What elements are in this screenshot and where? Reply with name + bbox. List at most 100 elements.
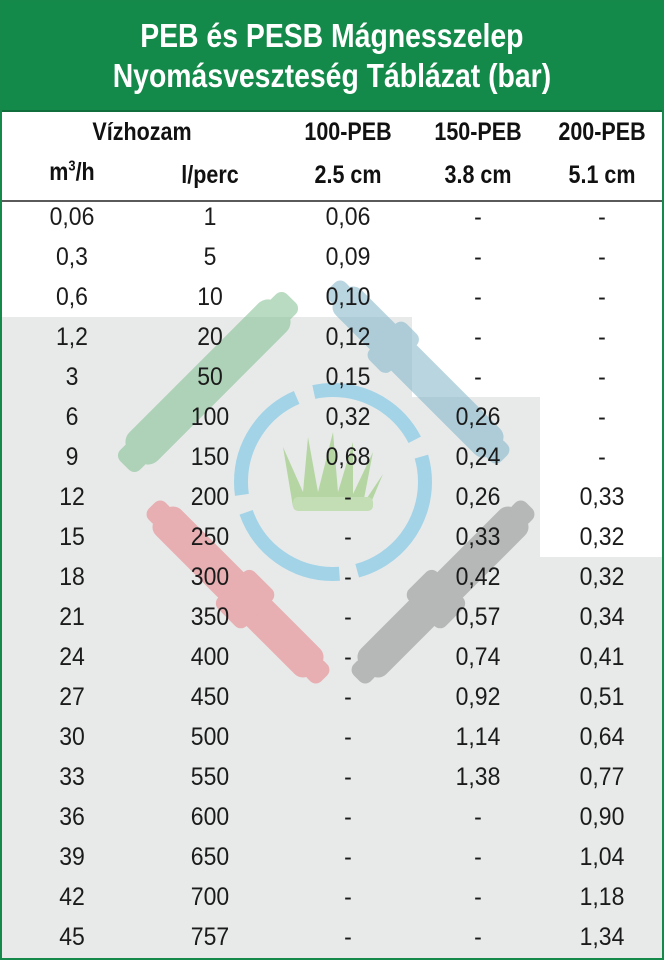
m3h-cell: 33: [59, 763, 85, 791]
peb100-cell: -: [344, 763, 352, 791]
header-divider: [2, 200, 662, 202]
lperc-cell: 300: [190, 563, 230, 591]
peb150-cell: 1,38: [455, 763, 501, 791]
m3h-cell: 1,2: [56, 323, 88, 351]
peb150-cell: 0,26: [455, 483, 501, 511]
grass-icon: [283, 432, 383, 511]
red-pipe-icon: [146, 500, 330, 684]
peb200-cell: 0,77: [579, 763, 625, 791]
m3h-cell: 0,3: [56, 243, 88, 271]
peb100-cell: -: [344, 923, 352, 951]
lperc-cell: 400: [190, 643, 230, 671]
peb200-cell: 1,18: [579, 883, 625, 911]
peb100-cell: -: [344, 683, 352, 711]
lperc-cell: 350: [190, 603, 230, 631]
peb200-cell: 0,64: [579, 723, 625, 751]
peb200-cell: 0,32: [579, 523, 625, 551]
green-pipe-icon: [117, 291, 299, 473]
lperc-cell: 100: [190, 403, 230, 431]
peb100-cell: 0,32: [325, 403, 371, 431]
shaded-background-mid: [412, 397, 540, 958]
m3h-cell: 27: [59, 683, 85, 711]
peb200-cell: -: [598, 443, 606, 471]
lperc-cell: 150: [190, 443, 230, 471]
peb150-cell: -: [474, 243, 482, 271]
lperc-cell: 20: [197, 323, 223, 351]
peb100-cell: 0,15: [325, 363, 371, 391]
size-header-200: 5.1 cm: [568, 161, 636, 189]
peb150-cell: -: [474, 283, 482, 311]
water-ring-icon: [234, 383, 432, 581]
peb150-cell: 1,14: [455, 723, 501, 751]
m3h-cell: 30: [59, 723, 85, 751]
pipe-watermark-logo: [117, 280, 535, 684]
m3h-cell: 18: [59, 563, 85, 591]
lperc-cell: 50: [197, 363, 223, 391]
peb100-cell: 0,06: [325, 203, 371, 231]
lperc-cell: 1: [203, 203, 217, 231]
m3h-cell: 21: [59, 603, 85, 631]
peb100-cell: -: [344, 723, 352, 751]
m3h-cell: 36: [59, 803, 85, 831]
peb200-cell: 0,33: [579, 483, 625, 511]
peb100-cell: -: [344, 563, 352, 591]
peb150-cell: -: [474, 323, 482, 351]
peb200-cell: -: [598, 203, 606, 231]
peb150-cell: -: [474, 363, 482, 391]
peb200-cell: 1,04: [579, 843, 625, 871]
size-header-100: 2.5 cm: [314, 161, 382, 189]
lperc-cell: 500: [190, 723, 230, 751]
lperc-cell: 700: [190, 883, 230, 911]
peb150-cell: 0,26: [455, 403, 501, 431]
peb100-cell: -: [344, 603, 352, 631]
peb100-cell: -: [344, 523, 352, 551]
m3h-cell: 15: [59, 523, 85, 551]
peb150-cell: -: [474, 843, 482, 871]
peb150-cell: 0,24: [455, 443, 501, 471]
peb100-cell: 0,10: [325, 283, 371, 311]
model-header-150: 150-PEB: [434, 118, 522, 146]
peb200-cell: 0,41: [579, 643, 625, 671]
lperc-cell: 10: [197, 283, 223, 311]
peb150-cell: 0,42: [455, 563, 501, 591]
peb200-cell: 0,32: [579, 563, 625, 591]
title-line-1: PEB és PESB Mágnesszelep: [140, 17, 524, 54]
m3h-cell: 42: [59, 883, 85, 911]
peb100-cell: -: [344, 483, 352, 511]
m3h-cell: 3: [65, 363, 79, 391]
m3h-cell: 6: [65, 403, 79, 431]
m3h-cell: 39: [59, 843, 85, 871]
column-header-m3h: m3/h: [49, 157, 95, 186]
peb200-cell: -: [598, 323, 606, 351]
peb100-cell: -: [344, 883, 352, 911]
peb200-cell: -: [598, 363, 606, 391]
model-header-100: 100-PEB: [304, 118, 392, 146]
lperc-cell: 757: [190, 923, 230, 951]
lperc-cell: 600: [190, 803, 230, 831]
lperc-cell: 250: [190, 523, 230, 551]
lperc-cell: 550: [190, 763, 230, 791]
peb150-cell: -: [474, 923, 482, 951]
flow-group-header: Vízhozam: [92, 118, 192, 146]
size-header-150: 3.8 cm: [444, 161, 512, 189]
m3h-cell: 45: [59, 923, 85, 951]
lperc-cell: 450: [190, 683, 230, 711]
peb200-cell: -: [598, 243, 606, 271]
peb150-cell: 0,33: [455, 523, 501, 551]
shaded-background-left: [2, 317, 412, 958]
peb200-cell: 1,34: [579, 923, 625, 951]
column-header-lperc: l/perc: [181, 161, 239, 189]
lperc-cell: 5: [203, 243, 217, 271]
peb200-cell: 0,90: [579, 803, 625, 831]
shaded-background-right: [540, 557, 662, 958]
m3h-cell: 9: [65, 443, 79, 471]
peb200-cell: 0,51: [579, 683, 625, 711]
peb200-cell: -: [598, 283, 606, 311]
m3h-cell: 0,6: [56, 283, 88, 311]
model-header-200: 200-PEB: [558, 118, 646, 146]
peb200-cell: -: [598, 403, 606, 431]
gray-pipe-icon: [351, 500, 535, 684]
lperc-cell: 200: [190, 483, 230, 511]
blue-pipe-icon: [326, 280, 510, 464]
